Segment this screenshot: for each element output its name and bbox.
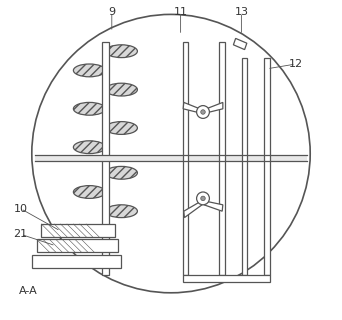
Ellipse shape [105, 45, 137, 58]
FancyBboxPatch shape [102, 42, 109, 275]
Text: 9: 9 [108, 7, 115, 17]
Polygon shape [205, 102, 223, 113]
Ellipse shape [74, 102, 105, 115]
Ellipse shape [74, 141, 105, 154]
Text: 13: 13 [234, 7, 248, 17]
Text: 12: 12 [289, 59, 303, 69]
FancyBboxPatch shape [41, 224, 115, 237]
Polygon shape [184, 201, 202, 218]
Circle shape [197, 106, 209, 118]
Polygon shape [183, 102, 201, 113]
Circle shape [201, 110, 205, 114]
Bar [35, 155, 307, 161]
Ellipse shape [105, 83, 137, 96]
Circle shape [201, 196, 205, 201]
Ellipse shape [74, 64, 105, 77]
FancyBboxPatch shape [183, 275, 270, 282]
Polygon shape [204, 201, 223, 211]
Text: 10: 10 [14, 204, 28, 214]
Ellipse shape [105, 122, 137, 134]
FancyBboxPatch shape [183, 42, 188, 275]
Ellipse shape [105, 166, 137, 179]
Text: 11: 11 [174, 7, 188, 17]
FancyBboxPatch shape [32, 255, 121, 268]
Text: A-A: A-A [19, 286, 38, 296]
Ellipse shape [105, 205, 137, 218]
FancyBboxPatch shape [264, 58, 270, 275]
Circle shape [197, 192, 209, 205]
FancyBboxPatch shape [219, 42, 225, 275]
Ellipse shape [74, 186, 105, 198]
FancyBboxPatch shape [37, 239, 118, 252]
Text: 21: 21 [14, 229, 28, 239]
Circle shape [32, 14, 310, 293]
Polygon shape [233, 38, 247, 50]
FancyBboxPatch shape [242, 58, 248, 275]
